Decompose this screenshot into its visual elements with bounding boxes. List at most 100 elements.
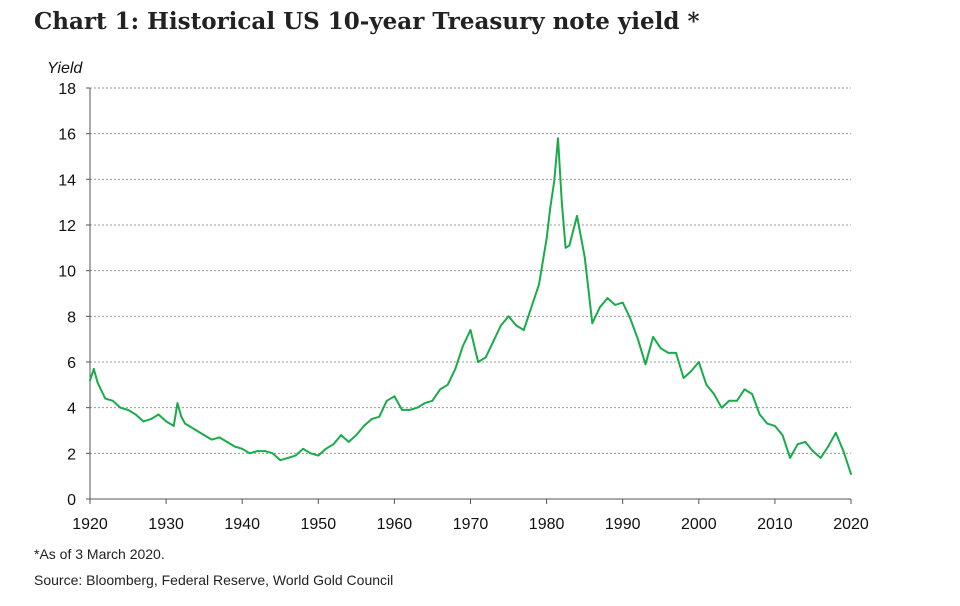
data-point [720,406,723,409]
y-tick-label: 6 [67,355,76,372]
chart-title: Chart 1: Historical US 10-year Treasury … [34,8,700,35]
data-point [271,452,274,455]
x-tick-label: 1950 [301,516,337,533]
data-point [549,205,552,208]
data-point [408,409,411,411]
data-point [180,415,183,418]
data-point [477,361,480,363]
x-tick-labels: 1920 1930 1940 1950 1960 1970 1980 1990 2000 2010… [72,516,869,533]
data-point [697,361,700,363]
data-point [401,409,403,411]
data-point [557,137,559,140]
y-tick-label: 14 [58,172,76,189]
x-tick-label: 2020 [833,516,869,533]
data-point [469,329,472,331]
data-point [614,304,616,306]
y-axis-label: Yield [47,60,83,77]
x-tick-label: 1980 [529,516,565,533]
data-point [522,329,525,331]
data-point [454,367,457,370]
data-point [606,297,609,299]
data-point [827,445,830,448]
data-point [804,441,807,443]
data-point [176,402,179,404]
data-point [751,393,753,395]
data-point [431,399,434,402]
data-point [210,438,213,441]
data-point [423,402,426,404]
data-point [850,472,852,475]
data-point [629,317,632,320]
data-point [286,457,289,459]
data-point [233,445,236,448]
data-point [834,431,837,434]
data-point [157,413,160,416]
data-point [621,301,624,304]
data-point [705,383,708,386]
x-tick-label: 1970 [453,516,489,533]
data-point [203,434,206,436]
data-point [492,340,495,343]
data-point [385,399,388,402]
data-point [218,436,221,439]
data-point [591,322,594,325]
data-point [248,452,251,455]
data-point [728,399,731,402]
axes [86,87,852,504]
series-group [89,137,852,475]
data-point [172,425,175,427]
data-point [134,413,137,416]
data-point [127,409,129,411]
data-point [264,450,266,452]
data-point [439,388,441,391]
data-point [104,397,107,400]
y-tick-label: 16 [58,127,76,144]
data-point [96,381,99,384]
data-point [89,379,91,382]
x-tick-label: 1940 [224,516,260,533]
data-point [644,363,647,366]
data-point [812,450,814,452]
data-point [735,399,738,402]
footnote: *As of 3 March 2020. [34,546,165,562]
data-point [842,450,845,452]
data-point [538,283,540,286]
data-point [226,441,228,443]
data-point [347,441,350,443]
data-point [188,425,190,427]
data-point [256,450,259,452]
x-tick-label: 1930 [148,516,184,533]
data-point [332,443,335,446]
data-point [195,429,198,432]
data-point [576,214,578,217]
data-point [279,459,282,462]
data-point [545,237,548,240]
data-point [165,420,168,423]
data-point [416,406,419,409]
data-point [667,351,670,354]
data-point [530,306,533,309]
y-tick-label: 2 [67,446,76,463]
y-tick-label: 10 [58,264,76,281]
data-point [652,335,655,338]
data-point [370,418,373,420]
y-tick-label: 12 [58,218,76,235]
data-point [515,324,518,327]
source-note: Source: Bloomberg, Federal Reserve, Worl… [34,572,394,588]
data-point [690,370,693,373]
gridlines [90,87,851,454]
x-tick-label: 1920 [72,516,108,533]
data-point [675,351,677,354]
data-point [302,447,304,450]
data-point [309,452,312,455]
data-point [637,338,639,341]
data-point [378,415,381,418]
data-point [553,180,556,183]
data-point [781,434,784,436]
y-tick-label: 4 [67,401,76,418]
x-tick-label: 2010 [757,516,793,533]
y-tick-label: 18 [58,81,76,98]
data-point [564,246,567,249]
data-point [484,356,487,359]
